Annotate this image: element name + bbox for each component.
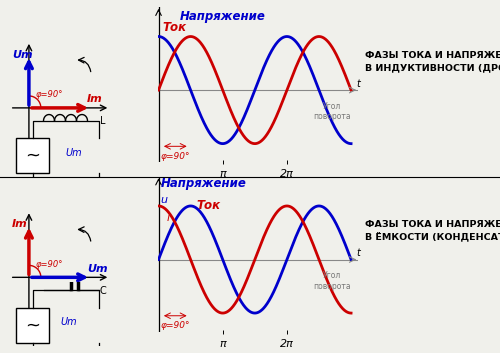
Text: Напряжение: Напряжение: [160, 177, 246, 190]
Text: Ток: Ток: [196, 199, 220, 212]
Bar: [16, 308, 49, 343]
Text: L: L: [100, 116, 105, 126]
Text: Um: Um: [12, 50, 33, 60]
Text: ФАЗЫ ТОКА И НАПРЯЖЕНИЯ
В ЁМКОСТИ (КОНДЕНСАТОРЕ): ФАЗЫ ТОКА И НАПРЯЖЕНИЯ В ЁМКОСТИ (КОНДЕН…: [364, 220, 500, 242]
Text: ~: ~: [25, 147, 40, 165]
Text: Напряжение: Напряжение: [180, 11, 266, 23]
Text: Угол
поворота: Угол поворота: [313, 102, 350, 121]
Text: u: u: [160, 195, 168, 205]
Text: φ=90°: φ=90°: [36, 260, 64, 269]
Text: t: t: [356, 79, 360, 89]
Text: φ=90°: φ=90°: [36, 90, 64, 100]
Text: Im: Im: [12, 219, 28, 229]
Text: Um: Um: [60, 317, 76, 327]
Text: C: C: [100, 286, 106, 295]
Text: φ=90°: φ=90°: [160, 321, 190, 330]
Bar: [16, 138, 49, 173]
Text: Угол
поворота: Угол поворота: [313, 271, 350, 291]
Text: ~: ~: [25, 316, 40, 334]
Text: t: t: [356, 248, 360, 258]
Text: Im: Im: [88, 94, 103, 104]
Text: Um: Um: [66, 148, 82, 158]
Text: Um: Um: [88, 264, 108, 274]
Text: ФАЗЫ ТОКА И НАПРЯЖЕНИЯ
В ИНДУКТИВНОСТИ (ДРОССЕЛЕ): ФАЗЫ ТОКА И НАПРЯЖЕНИЯ В ИНДУКТИВНОСТИ (…: [364, 51, 500, 72]
Text: i: i: [166, 213, 170, 223]
Text: Ток: Ток: [162, 21, 186, 34]
Text: φ=90°: φ=90°: [160, 152, 190, 161]
